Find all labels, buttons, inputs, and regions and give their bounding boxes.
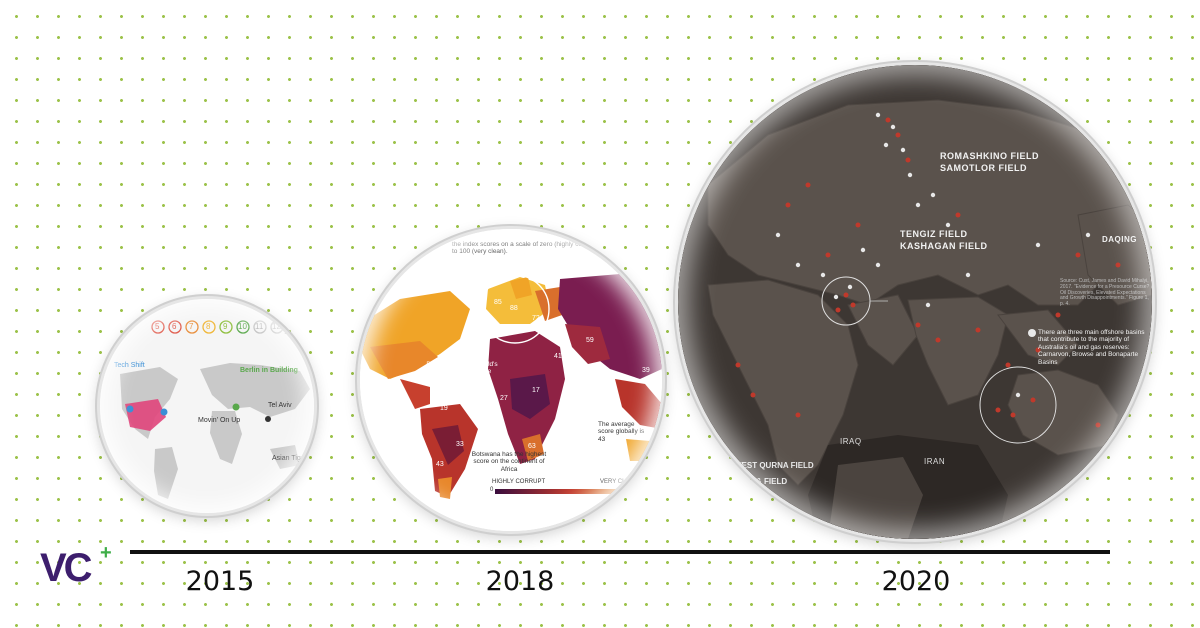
callout-tech-shift: Tech Shift	[114, 362, 145, 369]
field-label: & FIELD	[756, 477, 788, 486]
legend-number-5: 5	[155, 322, 160, 331]
value-label: 19	[440, 405, 448, 412]
map-2015-lens: 5 6 7 8 9 10 11 12 13 14 Tech Shift Berl…	[97, 296, 317, 516]
map-2020-lens: ROMASHKINO FIELD SAMOTLOR FIELD TENGIZ F…	[675, 62, 1155, 542]
callout-asian-tiger: Asian Tiger	[272, 455, 308, 462]
callout-movin-on-up: Movin' On Up	[198, 417, 241, 424]
value-label: 63	[528, 443, 536, 450]
intro-text: the index scores on a scale of zero (hig…	[452, 241, 598, 256]
iraq-label: IRAQ	[840, 437, 862, 446]
value-label: 72	[532, 315, 540, 322]
brand-logo: VC +	[40, 542, 112, 590]
oil-markers	[735, 117, 1121, 428]
year-label-2018: 2018	[485, 566, 555, 597]
year-label-2020: 2020	[881, 566, 951, 597]
value-label: 43	[436, 461, 444, 468]
legend-number-6: 6	[172, 322, 177, 331]
map-2015-legend	[151, 320, 300, 334]
logo-wordmark: VC	[40, 546, 93, 590]
value-label: 17	[532, 387, 540, 394]
map-2020-land	[707, 99, 1152, 486]
callout-tel-aviv: Tel Aviv	[268, 402, 292, 409]
legend-number-12: 12	[272, 322, 281, 331]
map-2015-graphic	[100, 299, 314, 513]
year-label-2015: 2015	[185, 566, 255, 597]
legend-number-7: 7	[189, 322, 194, 331]
samotlor-field-label: SAMOTLOR FIELD	[940, 163, 1027, 173]
us-note: United States	[370, 415, 410, 422]
tengiz-field-label: TENGIZ FIELD	[900, 229, 968, 239]
callout-berlin: Berlin in Building	[240, 367, 298, 374]
uruguay-note: Uruguay is	[374, 447, 406, 454]
value-label: 41	[554, 353, 562, 360]
value-label: 88	[510, 305, 518, 312]
legend-number-9: 9	[223, 322, 228, 331]
botswana-note: Botswana has the highest score on the co…	[471, 451, 547, 473]
map-2018-graphic	[360, 229, 662, 531]
kashagan-field-label: KASHAGAN FIELD	[900, 241, 988, 251]
value-label: 85	[494, 299, 502, 306]
iran-label: IRAN	[924, 457, 946, 466]
gas-markers	[775, 112, 1091, 398]
legend-number-8: 8	[206, 322, 211, 331]
legend-number-13: 13	[284, 329, 292, 336]
scale-low-label: HIGHLY CORRUPT	[492, 479, 546, 485]
scale-high-label: VERY CLEAN	[600, 479, 638, 485]
legend-number-14: 14	[290, 322, 299, 331]
daqing-label: DAQING	[1102, 235, 1137, 244]
source-note: Source: Cust, James and David Mihalyi, 2…	[1060, 278, 1150, 307]
map-2020-graphic	[678, 65, 1152, 539]
timeline-axis	[130, 550, 1110, 554]
value-label: 59	[586, 337, 594, 344]
average-note: The average score globally is 43	[598, 421, 645, 443]
value-label: 27	[500, 395, 508, 402]
mexico-note: Mexico	[372, 405, 393, 412]
romashkino-field-label: ROMASHKINO FIELD	[940, 151, 1039, 161]
qurna-field-label: WEST QURNA FIELD	[734, 461, 814, 470]
australia-note: There are three main offshore basins tha…	[1038, 329, 1145, 366]
legend-number-11: 11	[255, 322, 264, 331]
logo-plus-icon: +	[100, 542, 112, 564]
map-2018-lens: the index scores on a scale of zero (hig…	[357, 226, 665, 534]
denmark-note: Denmark has the world's highest score on…	[426, 361, 498, 383]
legend-number-10: 10	[238, 322, 247, 331]
value-label: 39	[642, 367, 650, 374]
value-label: 33	[456, 441, 464, 448]
scale-zero: 0	[490, 487, 494, 493]
